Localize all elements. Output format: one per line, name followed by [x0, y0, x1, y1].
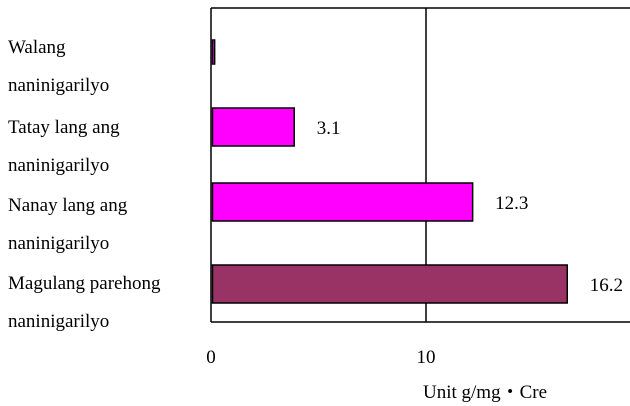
category-label-0-line-1: naninigarilyo [8, 75, 109, 96]
bars [211, 39, 568, 304]
category-label-3-line-1: naninigarilyo [8, 311, 109, 332]
category-labels: Walang naninigarilyo Tatay lang ang naninig… [8, 37, 161, 332]
category-label-2-line-1: naninigarilyo [8, 233, 109, 254]
data-labels: 3.1 12.3 16.2 [317, 118, 623, 296]
category-label-0-line-0: Walang [8, 37, 66, 58]
category-label-3-line-0: Magulang parehong [8, 273, 161, 294]
data-label-3: 16.2 [590, 275, 623, 296]
bar-3 [211, 264, 568, 304]
x-axis: 01020 [206, 347, 436, 368]
bar-1 [211, 107, 295, 147]
data-label-2: 12.3 [495, 193, 528, 214]
x-axis-label: Unit g/mg・Cre [423, 382, 547, 403]
bar-0 [211, 39, 216, 65]
data-label-1: 3.1 [317, 118, 341, 139]
bar-2 [211, 182, 474, 222]
x-tick-label-10: 10 [417, 347, 436, 368]
x-tick-label-0: 0 [206, 347, 216, 368]
category-label-1-line-1: naninigarilyo [8, 155, 109, 176]
category-label-2-line-0: Nanay lang ang [8, 195, 128, 216]
category-label-1-line-0: Tatay lang ang [8, 117, 120, 138]
